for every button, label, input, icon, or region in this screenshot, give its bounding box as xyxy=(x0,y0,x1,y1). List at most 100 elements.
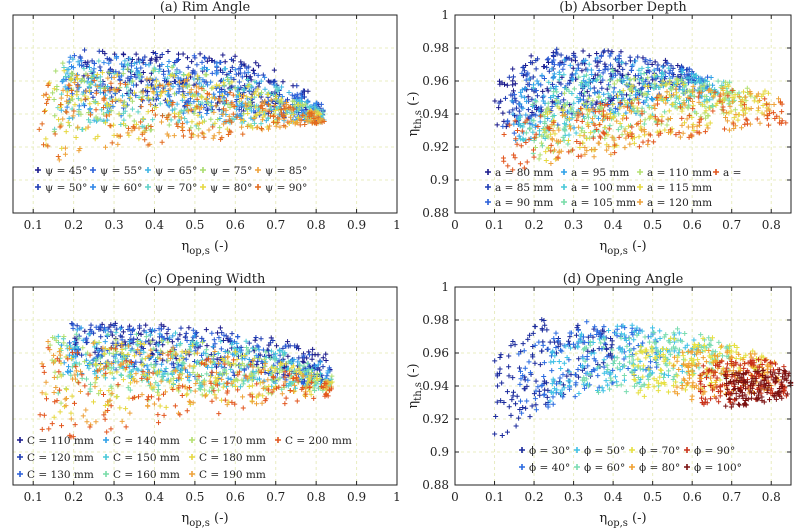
data-point xyxy=(492,358,498,364)
data-point xyxy=(651,139,657,145)
data-point xyxy=(575,344,581,350)
data-point xyxy=(214,71,220,77)
data-point xyxy=(638,124,644,130)
data-point xyxy=(517,161,523,167)
data-point xyxy=(238,70,244,76)
data-point xyxy=(143,125,149,131)
data-point xyxy=(51,129,57,135)
data-point xyxy=(150,89,156,95)
data-point xyxy=(180,133,186,139)
data-point xyxy=(236,92,242,98)
data-point xyxy=(542,130,548,136)
data-point xyxy=(499,433,505,439)
data-point xyxy=(235,334,241,340)
data-point xyxy=(57,409,63,415)
data-point xyxy=(225,131,231,137)
data-point xyxy=(707,105,713,111)
data-point xyxy=(41,369,47,375)
data-point xyxy=(151,67,157,73)
data-point xyxy=(284,102,290,108)
data-point xyxy=(533,88,539,94)
data-point xyxy=(639,65,645,71)
legend-label: a = 80 mm xyxy=(495,167,553,179)
data-point xyxy=(114,55,120,61)
data-point xyxy=(217,67,223,73)
series-7 xyxy=(42,68,323,151)
data-point xyxy=(582,130,588,136)
data-point xyxy=(557,72,563,78)
data-point xyxy=(704,99,710,105)
data-point xyxy=(189,119,195,125)
data-point xyxy=(239,74,245,80)
data-point xyxy=(602,67,608,73)
legend-marker xyxy=(103,471,109,477)
data-point xyxy=(704,79,710,85)
data-point xyxy=(229,331,235,337)
data-point xyxy=(39,121,45,127)
data-point xyxy=(63,129,69,135)
data-point xyxy=(140,89,146,95)
data-point xyxy=(127,95,133,101)
data-point xyxy=(75,124,81,130)
data-point xyxy=(614,323,620,329)
data-point xyxy=(101,60,107,66)
data-point xyxy=(217,125,223,131)
data-point xyxy=(703,108,709,114)
data-point xyxy=(194,96,200,102)
data-point xyxy=(635,73,641,79)
data-point xyxy=(70,65,76,71)
data-point xyxy=(249,383,255,389)
data-point xyxy=(323,358,329,364)
data-point xyxy=(645,75,651,81)
data-point xyxy=(60,116,66,122)
data-point xyxy=(516,365,522,371)
data-point xyxy=(553,344,559,350)
data-point xyxy=(293,120,299,126)
data-point xyxy=(541,75,547,81)
data-point xyxy=(604,86,610,92)
x-tick-label: 0.2 xyxy=(64,490,83,504)
data-point xyxy=(46,80,52,86)
legend-label: a = 95 mm xyxy=(571,167,629,179)
data-point xyxy=(183,330,189,336)
data-point xyxy=(208,108,214,114)
data-point xyxy=(743,94,749,100)
data-point xyxy=(584,89,590,95)
legend-marker xyxy=(103,437,109,443)
data-point xyxy=(535,81,541,87)
data-point xyxy=(161,412,167,418)
data-point xyxy=(685,105,691,111)
data-point xyxy=(220,70,226,76)
data-point xyxy=(157,82,163,88)
data-point xyxy=(551,89,557,95)
data-point xyxy=(588,130,594,136)
data-point xyxy=(236,66,242,72)
legend-marker xyxy=(145,184,151,190)
data-point xyxy=(218,78,224,84)
data-point xyxy=(615,127,621,133)
data-point xyxy=(592,113,598,119)
data-point xyxy=(97,116,103,122)
legend-label: ψ = 75° xyxy=(210,165,252,177)
data-point xyxy=(527,125,533,131)
data-point xyxy=(208,102,214,108)
data-point xyxy=(132,61,138,67)
data-point xyxy=(544,327,550,333)
data-point xyxy=(238,95,244,101)
data-point xyxy=(631,108,637,114)
data-point xyxy=(126,125,132,131)
data-point xyxy=(617,71,623,77)
data-point xyxy=(193,83,199,89)
data-point xyxy=(578,128,584,134)
data-point xyxy=(622,98,628,104)
data-point xyxy=(553,330,559,336)
data-point xyxy=(69,91,75,97)
data-point xyxy=(124,66,130,72)
data-point xyxy=(572,54,578,60)
data-point xyxy=(221,332,227,338)
data-point xyxy=(108,108,114,114)
data-point xyxy=(553,97,559,103)
data-point xyxy=(74,72,80,78)
data-point xyxy=(287,387,293,393)
